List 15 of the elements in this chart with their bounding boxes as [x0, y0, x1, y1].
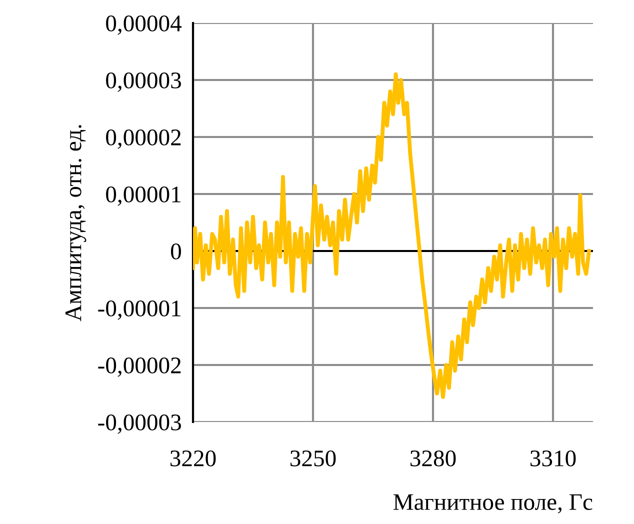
y-tick-label: 0,00003 [106, 72, 181, 92]
y-tick-label: 0,00004 [106, 15, 182, 35]
x-tick-label: 3220 [170, 450, 216, 466]
x-axis-title: Магнитное поле, Гс [393, 494, 592, 514]
x-tick-label: 3310 [530, 450, 576, 466]
y-tick-label: -0,00001 [98, 300, 180, 320]
y-tick-label: 0,00001 [106, 186, 180, 206]
y-tick-label: 0,00002 [106, 129, 181, 149]
y-tick-label: 0 [170, 243, 181, 260]
y-tick-label: -0,00003 [98, 414, 181, 434]
line-series [193, 72, 591, 399]
y-axis-title: Амплитуда, отн. ед. [66, 125, 86, 322]
y-tick-label: -0,00002 [98, 357, 181, 377]
x-tick-label: 3250 [290, 450, 336, 466]
x-tick-label: 3280 [410, 450, 456, 466]
